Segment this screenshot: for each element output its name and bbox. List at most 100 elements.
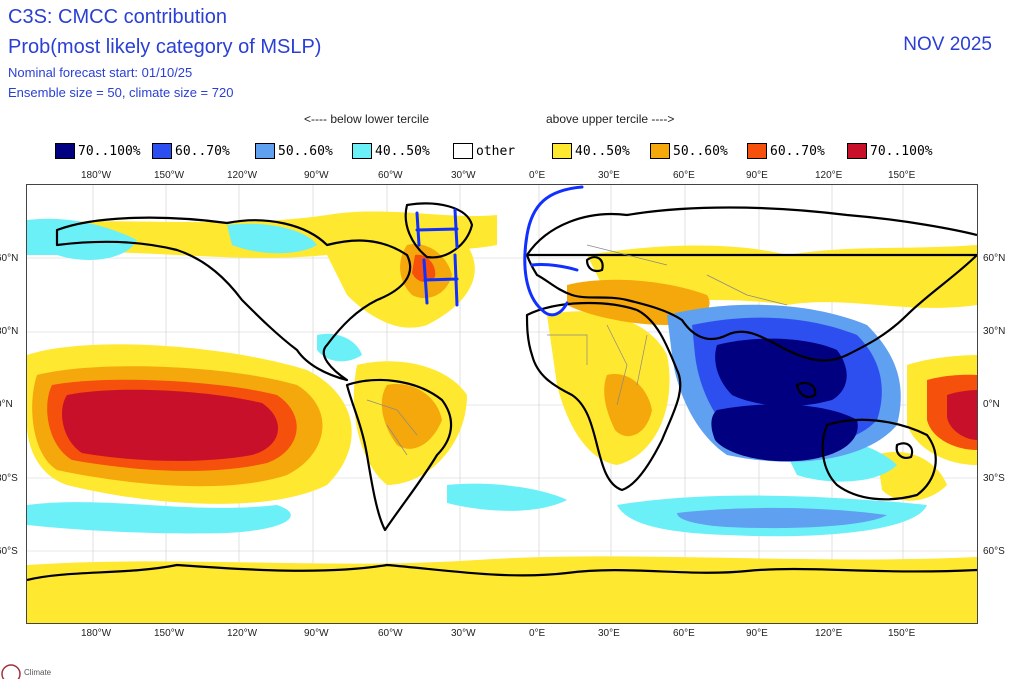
- map-title: C3S: CMCC contribution: [8, 6, 227, 28]
- legend-item: 60..70%: [152, 141, 230, 161]
- lat-label-right: 30°N: [983, 326, 1006, 337]
- legend-swatch: [453, 143, 473, 159]
- lat-label-left: 30°S: [0, 473, 18, 484]
- legend-item: 70..100%: [55, 141, 141, 161]
- legend-swatch: [152, 143, 172, 159]
- legend-label: 40..50%: [575, 143, 630, 159]
- hand-annotations: [415, 185, 584, 317]
- above-tercile-label: above upper tercile ---->: [546, 112, 675, 126]
- legend-swatch: [847, 143, 867, 159]
- shade-below-40: [447, 483, 567, 511]
- ensemble-info: Ensemble size = 50, climate size = 720: [8, 85, 234, 100]
- shade-below-70: [715, 338, 847, 407]
- annotation-e: [523, 185, 584, 317]
- shade-below-40: [227, 223, 317, 254]
- map-subtitle: Prob(most likely category of MSLP): [8, 36, 322, 58]
- probability-shading: [27, 211, 977, 623]
- lon-label-bottom: 150°W: [154, 628, 185, 639]
- shade-below-70: [711, 404, 858, 462]
- lon-label-bottom: 180°W: [81, 628, 112, 639]
- coastlines: [27, 202, 977, 582]
- legend-swatch: [650, 143, 670, 159]
- lon-label-bottom: 30°W: [451, 628, 476, 639]
- lat-label-right: 30°S: [983, 473, 1005, 484]
- lon-label-bottom: 150°E: [888, 628, 916, 639]
- shade-below-40: [317, 333, 362, 362]
- coast-eurasia: [525, 206, 977, 362]
- legend-swatch: [552, 143, 572, 159]
- country-borders: [366, 244, 788, 456]
- lon-label-bottom: 0°E: [529, 628, 546, 639]
- shade-below-40: [27, 218, 137, 260]
- lon-label-top: 60°E: [673, 170, 695, 181]
- coast-island: [585, 256, 604, 273]
- shade-above-40: [27, 556, 977, 623]
- legend-item: 50..60%: [650, 141, 728, 161]
- legend-item: 60..70%: [747, 141, 825, 161]
- legend-item: 40..50%: [352, 141, 430, 161]
- coast-antarctica: [27, 563, 977, 582]
- shade-above-70: [62, 389, 279, 461]
- shade-below-40: [27, 502, 291, 534]
- legend-label: 70..100%: [78, 143, 141, 159]
- legend-label: 50..60%: [278, 143, 333, 159]
- shade-below-50: [677, 507, 887, 529]
- coast-africa: [525, 301, 682, 492]
- legend-item: 50..60%: [255, 141, 333, 161]
- lon-label-top: 30°W: [451, 170, 476, 181]
- world-map: [26, 184, 978, 624]
- legend-swatch: [352, 143, 372, 159]
- forecast-start: Nominal forecast start: 01/10/25: [8, 65, 193, 80]
- coast-island: [895, 442, 914, 459]
- lon-label-top: 120°W: [227, 170, 258, 181]
- legend-item: 40..50%: [552, 141, 630, 161]
- lat-label-left: 0°N: [0, 399, 13, 410]
- lon-label-top: 0°E: [529, 170, 546, 181]
- climate-logo-icon: [1, 664, 21, 679]
- forecast-month: NOV 2025: [903, 34, 992, 55]
- coast-south-america: [345, 378, 453, 532]
- lon-label-top: 180°W: [81, 170, 112, 181]
- lon-label-bottom: 120°E: [815, 628, 843, 639]
- lat-label-left: 60°N: [0, 253, 19, 264]
- lon-label-bottom: 30°E: [598, 628, 620, 639]
- annotation-h2: [422, 253, 459, 307]
- annotation-h1: [415, 208, 459, 249]
- legend-label: 70..100%: [870, 143, 933, 159]
- lon-label-bottom: 60°W: [378, 628, 403, 639]
- lon-label-top: 30°E: [598, 170, 620, 181]
- lat-label-left: 60°S: [0, 546, 18, 557]
- lon-label-top: 120°E: [815, 170, 843, 181]
- legend-label: other: [476, 143, 516, 159]
- lon-label-bottom: 90°E: [746, 628, 768, 639]
- lon-label-top: 90°E: [746, 170, 768, 181]
- lon-label-bottom: 60°E: [673, 628, 695, 639]
- logo-text: Climate: [24, 668, 52, 677]
- below-tercile-label: <---- below lower tercile: [304, 112, 430, 126]
- legend-swatch: [747, 143, 767, 159]
- legend-label: 60..70%: [175, 143, 230, 159]
- lon-label-top: 60°W: [378, 170, 403, 181]
- lat-label-right: 60°S: [983, 546, 1005, 557]
- lat-label-right: 0°N: [983, 399, 1000, 410]
- legend-label: 60..70%: [770, 143, 825, 159]
- lon-label-bottom: 90°W: [304, 628, 329, 639]
- shade-above-50: [381, 384, 442, 449]
- legend-label: 50..60%: [673, 143, 728, 159]
- legend-swatch: [255, 143, 275, 159]
- coast-island: [795, 381, 817, 399]
- legend-item: other: [453, 141, 515, 161]
- lon-label-top: 150°W: [154, 170, 185, 181]
- legend-label: 40..50%: [375, 143, 430, 159]
- lon-label-top: 150°E: [888, 170, 916, 181]
- coast-north-america: [55, 216, 412, 382]
- map-svg: [27, 185, 977, 623]
- legend-item: 70..100%: [847, 141, 933, 161]
- lon-label-bottom: 120°W: [227, 628, 258, 639]
- shade-above-50: [604, 374, 652, 437]
- coast-australia: [821, 418, 937, 501]
- lat-label-right: 60°N: [983, 253, 1006, 264]
- lat-label-left: 30°N: [0, 326, 19, 337]
- legend-swatch: [55, 143, 75, 159]
- lon-label-top: 90°W: [304, 170, 329, 181]
